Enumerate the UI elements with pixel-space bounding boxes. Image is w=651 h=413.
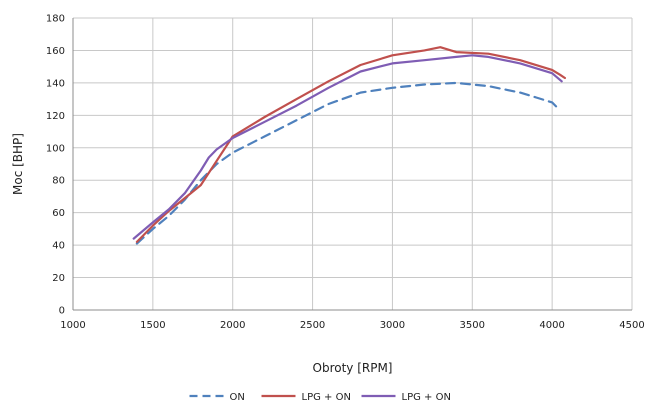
x-axis-title: Obroty [RPM] (313, 361, 393, 375)
y-tick-label: 80 (52, 176, 65, 187)
legend-label-1: ON (230, 392, 245, 403)
y-tick-label: 40 (52, 241, 65, 252)
y-tick-label: 180 (46, 14, 65, 25)
axes (72, 18, 632, 311)
grid (72, 17, 633, 311)
x-tick-label: 2500 (300, 320, 325, 331)
series-lines (132, 46, 567, 245)
y-tick-label: 160 (46, 46, 65, 57)
y-axis-title: Moc [BHP] (11, 133, 25, 195)
y-tick-label: 140 (46, 78, 65, 89)
legend: ON LPG + ON LPG + ON (189, 392, 451, 403)
x-tick-label: 4000 (539, 320, 564, 331)
y-tick-label: 100 (46, 143, 65, 154)
x-tick-label: 1000 (60, 320, 85, 331)
y-tick-label: 60 (52, 208, 65, 219)
y-tick-label: 20 (52, 273, 65, 284)
legend-label-2: LPG + ON (302, 392, 351, 403)
y-tick-label: 120 (46, 111, 65, 122)
x-tick-label: 3500 (460, 320, 485, 331)
x-tick-label: 1500 (140, 320, 165, 331)
x-tick-label: 2000 (220, 320, 245, 331)
series-line-3 (132, 54, 563, 240)
series-line-1 (135, 81, 562, 245)
legend-label-3: LPG + ON (402, 392, 451, 403)
series-line-2 (135, 46, 567, 243)
x-tick-label: 4500 (619, 320, 644, 331)
x-tick-label: 3000 (380, 320, 405, 331)
y-tick-label: 0 (59, 306, 65, 317)
tick-labels: 0 20 40 60 80 100 120 140 160 180 1000 1500 2000 2500… (46, 14, 645, 332)
